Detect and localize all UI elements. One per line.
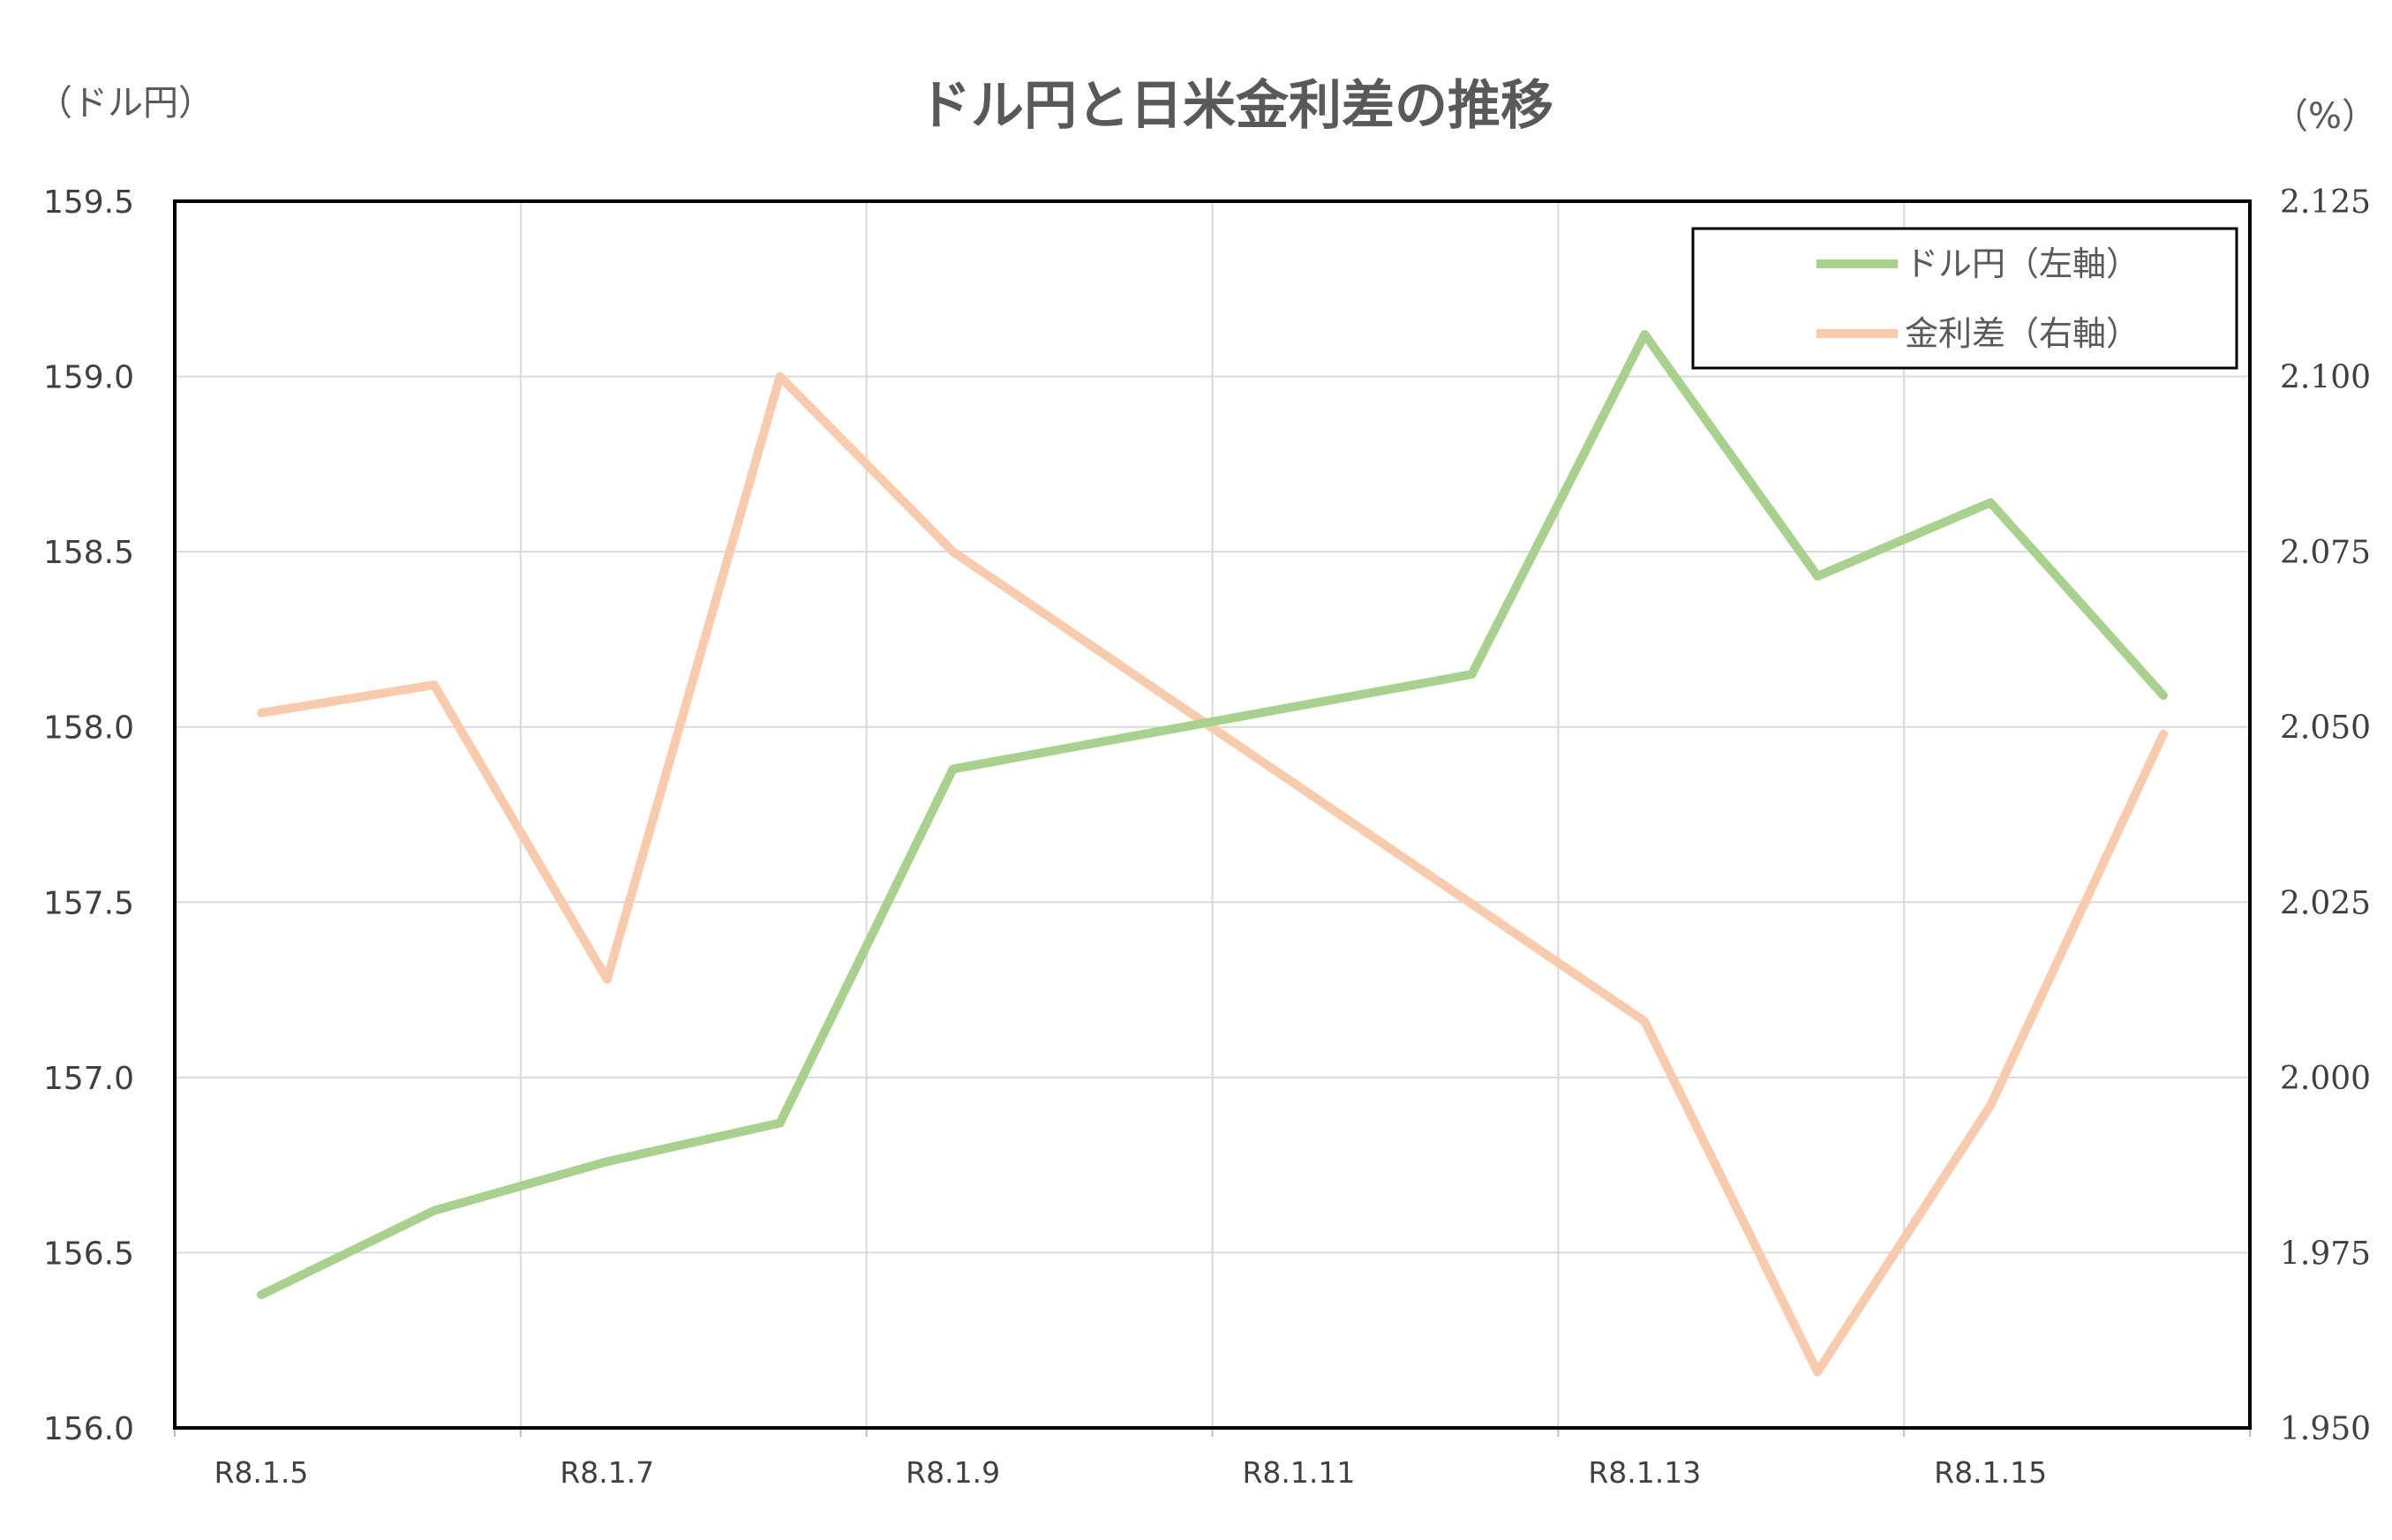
right-axis-tick-label: 1.975 [2280, 1236, 2371, 1272]
legend-label: ドル円（左軸） [1905, 244, 2140, 283]
right-axis-tick-label: 1.950 [2280, 1411, 2371, 1447]
legend-item-rate-spread: 金利差（右軸） [1817, 314, 2140, 353]
left-axis-tick-label: 159.0 [43, 360, 134, 396]
x-axis-tick-label: R8.1.11 [1243, 1455, 1356, 1490]
right-axis-tick-label: 2.050 [2280, 710, 2371, 747]
right-axis-unit: （%） [2273, 96, 2377, 137]
right-axis-tick-label: 2.025 [2280, 885, 2371, 921]
legend-label: 金利差（右軸） [1905, 314, 2140, 353]
legend: ドル円（左軸） 金利差（右軸） [1691, 227, 2238, 370]
right-axis-tick-label: 2.125 [2280, 184, 2371, 221]
grid [174, 201, 2251, 1437]
legend-box [1691, 227, 2238, 370]
left-axis-tick-label: 156.0 [43, 1411, 134, 1447]
left-axis-tick-label: 156.5 [43, 1236, 134, 1272]
left-axis-tick-label: 158.0 [43, 710, 134, 747]
left-axis-unit: （ドル円） [37, 83, 214, 124]
left-axis-tick-label: 158.5 [43, 535, 134, 571]
left-axis-tick-label: 157.0 [43, 1061, 134, 1097]
right-axis-tick-label: 2.075 [2280, 535, 2371, 571]
plot-area-frame [173, 199, 2252, 1430]
x-axis-tick-label: R8.1.13 [1588, 1455, 1701, 1490]
x-axis-tick-label: R8.1.9 [906, 1455, 1000, 1490]
x-axis-tick-label: R8.1.15 [1934, 1455, 2047, 1490]
axis-ticks: 156.0 1.950 156.5 1.975 157.0 2.000 157.5 2.025… [43, 184, 2371, 1490]
right-axis-tick-label: 2.000 [2280, 1061, 2371, 1097]
chart-title: ドル円と日米金利差の推移 [918, 75, 1553, 137]
legend-item-usdjpy: ドル円（左軸） [1817, 244, 2140, 283]
series-line-usdjpy [257, 329, 2168, 1300]
left-axis-tick-label: 157.5 [43, 885, 134, 921]
x-axis-tick-label: R8.1.5 [214, 1455, 309, 1490]
right-axis-tick-label: 2.100 [2280, 360, 2371, 396]
x-axis-tick-label: R8.1.7 [560, 1455, 654, 1490]
series-line-rate-spread [257, 372, 2168, 1377]
left-axis-tick-label: 159.5 [43, 184, 134, 221]
series-lines [257, 329, 2168, 1377]
